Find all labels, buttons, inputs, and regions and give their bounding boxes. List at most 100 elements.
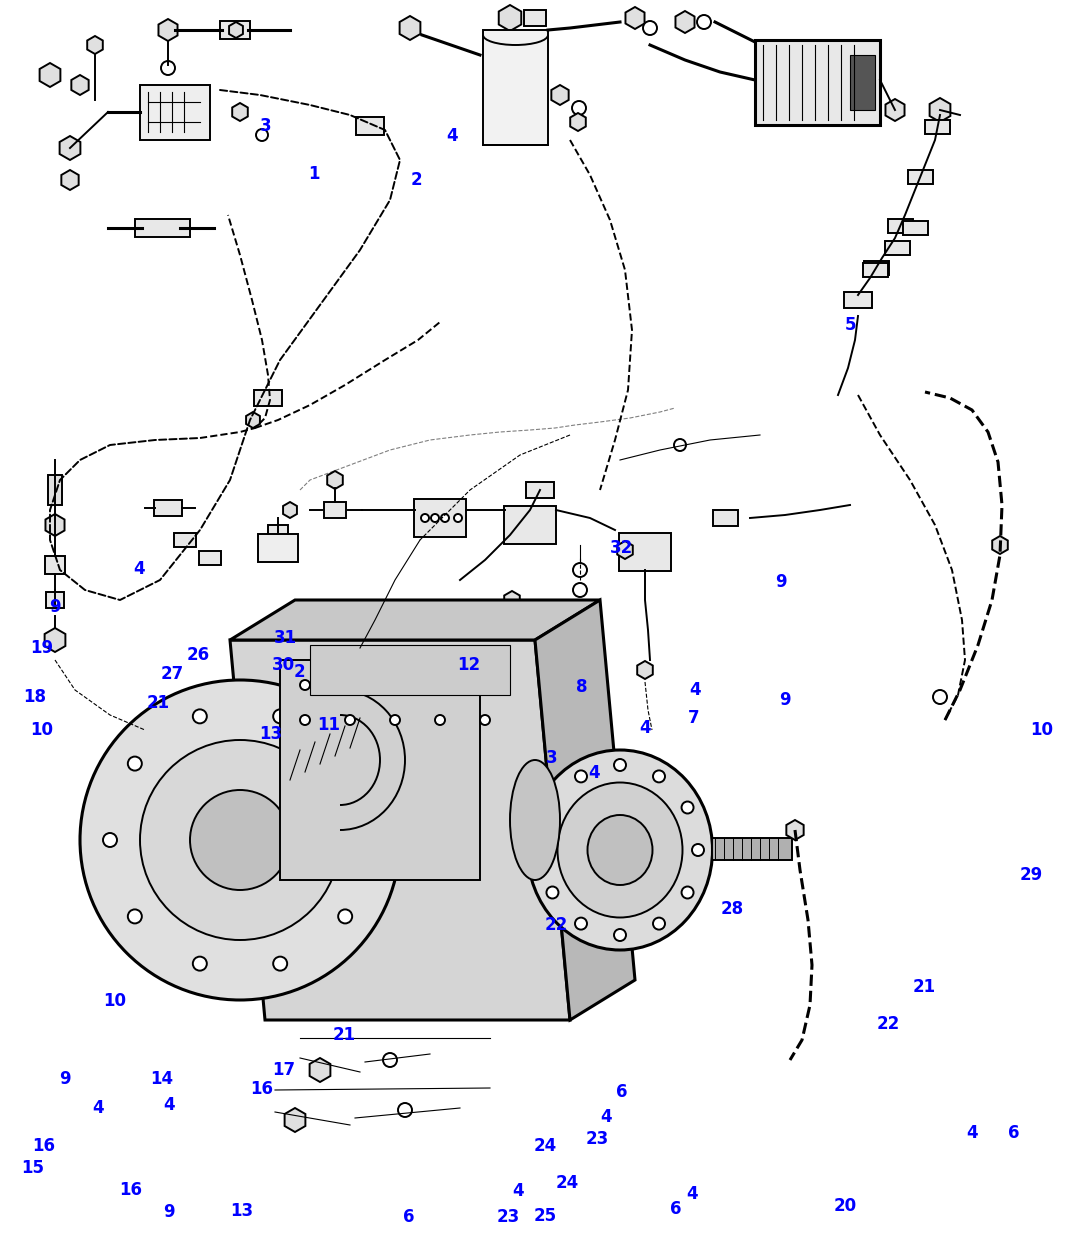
Text: 16: 16 (119, 1181, 143, 1199)
Circle shape (421, 514, 429, 522)
Polygon shape (232, 103, 247, 121)
Text: 9: 9 (779, 691, 790, 709)
Text: 7: 7 (688, 709, 699, 726)
Text: 28: 28 (720, 900, 744, 918)
Text: 32: 32 (609, 539, 633, 556)
Bar (524, 10, 546, 26)
Circle shape (573, 563, 588, 577)
Text: 4: 4 (640, 719, 651, 737)
Polygon shape (499, 5, 521, 31)
Text: 30: 30 (271, 656, 295, 674)
Bar (45, 556, 65, 574)
Circle shape (390, 680, 400, 690)
Bar (504, 506, 556, 544)
Polygon shape (786, 820, 803, 840)
Text: 23: 23 (585, 1131, 609, 1148)
Polygon shape (230, 640, 570, 1020)
Text: 4: 4 (134, 560, 145, 578)
Ellipse shape (510, 760, 560, 880)
Bar (254, 390, 282, 405)
Text: 13: 13 (258, 725, 282, 743)
Text: 26: 26 (186, 646, 210, 663)
Text: 9: 9 (49, 598, 60, 616)
Text: 4: 4 (93, 1099, 104, 1117)
Text: 23: 23 (496, 1209, 520, 1226)
Polygon shape (310, 1058, 330, 1081)
Polygon shape (885, 99, 905, 121)
Polygon shape (327, 471, 342, 488)
Circle shape (576, 918, 588, 929)
Text: 4: 4 (512, 1182, 523, 1200)
Bar (863, 261, 888, 274)
Polygon shape (552, 86, 569, 104)
Polygon shape (230, 601, 600, 640)
Bar (844, 292, 872, 308)
Circle shape (363, 833, 377, 847)
Text: 31: 31 (274, 630, 298, 647)
Bar (268, 525, 288, 539)
Text: 6: 6 (403, 1209, 414, 1226)
Bar (712, 838, 792, 860)
Circle shape (346, 715, 355, 725)
Circle shape (546, 802, 558, 813)
Circle shape (338, 909, 352, 923)
Polygon shape (930, 98, 950, 122)
Polygon shape (39, 63, 60, 87)
Bar (220, 21, 250, 39)
Circle shape (614, 929, 626, 940)
Bar (174, 533, 196, 546)
Bar (924, 120, 949, 133)
Circle shape (383, 1053, 397, 1066)
Circle shape (653, 771, 665, 782)
Text: 15: 15 (21, 1160, 45, 1177)
Text: 9: 9 (60, 1070, 71, 1088)
Text: 3: 3 (261, 117, 271, 135)
Text: 13: 13 (230, 1202, 254, 1220)
Circle shape (300, 715, 310, 725)
Polygon shape (87, 37, 102, 54)
Circle shape (546, 886, 558, 899)
Polygon shape (617, 541, 633, 559)
Circle shape (455, 514, 462, 522)
Polygon shape (400, 16, 421, 40)
Circle shape (193, 957, 207, 971)
Text: 21: 21 (332, 1026, 356, 1044)
Bar (48, 475, 62, 505)
Bar (850, 55, 875, 110)
Text: 4: 4 (447, 127, 458, 145)
Bar (258, 534, 298, 562)
Polygon shape (505, 590, 520, 609)
Text: 21: 21 (912, 978, 936, 996)
Circle shape (441, 514, 449, 522)
Text: 19: 19 (29, 640, 53, 657)
Circle shape (256, 128, 268, 141)
Bar (414, 499, 467, 538)
Bar (862, 263, 887, 277)
Text: 6: 6 (616, 1083, 627, 1100)
Text: 8: 8 (577, 679, 588, 696)
Circle shape (80, 680, 400, 1000)
Text: 10: 10 (102, 992, 126, 1010)
Circle shape (390, 715, 400, 725)
Circle shape (692, 844, 704, 856)
Bar (324, 502, 346, 517)
Ellipse shape (528, 750, 713, 951)
Text: 4: 4 (967, 1124, 978, 1142)
Text: 24: 24 (555, 1175, 579, 1192)
Circle shape (128, 757, 142, 771)
Bar (356, 117, 384, 135)
Circle shape (435, 680, 445, 690)
Text: 9: 9 (775, 573, 786, 590)
Circle shape (128, 909, 142, 923)
Polygon shape (158, 19, 178, 42)
Polygon shape (284, 1108, 305, 1132)
Polygon shape (46, 514, 64, 536)
Circle shape (161, 60, 175, 76)
Bar (199, 551, 221, 565)
Text: 11: 11 (317, 716, 341, 734)
Text: 2: 2 (411, 171, 422, 189)
Text: 25: 25 (533, 1207, 557, 1225)
Bar (887, 219, 912, 233)
Bar (713, 510, 738, 526)
Text: 16: 16 (250, 1080, 274, 1098)
